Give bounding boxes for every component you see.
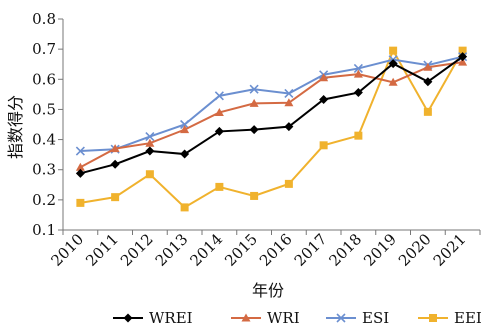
y-tick-label: 0.4 xyxy=(32,131,56,149)
data-point-triangle xyxy=(241,313,251,322)
data-point-diamond xyxy=(214,126,224,136)
data-point-diamond xyxy=(353,88,363,98)
y-tick-label: 0.2 xyxy=(32,191,56,209)
x-marker-stroke xyxy=(145,131,155,142)
data-point-triangle xyxy=(353,69,363,78)
data-point-square xyxy=(319,141,328,150)
data-point-square xyxy=(145,170,154,179)
x-tick-label: 2019 xyxy=(360,230,400,270)
data-point-triangle xyxy=(249,98,259,107)
series-wrei xyxy=(75,52,468,178)
series-wri xyxy=(75,57,468,171)
data-point-square xyxy=(354,131,363,140)
data-point-square xyxy=(429,314,437,322)
data-point-square xyxy=(389,46,398,55)
legend: WREI WRI ESI EEI xyxy=(113,309,482,326)
data-point-triangle xyxy=(214,107,224,116)
x-marker-stroke xyxy=(284,88,294,99)
y-tick-label: 0.1 xyxy=(32,221,56,239)
data-point-diamond xyxy=(75,168,85,178)
legend-item-wrei: WREI xyxy=(113,309,193,326)
x-tick-label: 2018 xyxy=(325,230,365,270)
series-line xyxy=(80,55,464,175)
series-layer xyxy=(75,46,468,212)
data-point-triangle xyxy=(180,125,190,134)
data-point-diamond xyxy=(180,149,190,159)
data-point-triangle xyxy=(145,138,155,147)
data-point-diamond xyxy=(249,125,259,135)
data-point-x xyxy=(284,88,294,99)
x-marker-stroke xyxy=(180,119,190,130)
data-point-triangle xyxy=(110,144,120,153)
x-tick-label: 2020 xyxy=(395,230,435,270)
x-marker-stroke xyxy=(336,313,346,323)
data-point-triangle xyxy=(458,57,468,66)
data-point-x xyxy=(75,146,85,156)
x-tick-label: 2013 xyxy=(152,230,192,270)
series-line xyxy=(79,61,463,169)
x-tick-label: 2012 xyxy=(117,230,157,270)
data-point-diamond xyxy=(284,122,294,132)
y-tick-label: 0.3 xyxy=(32,161,56,179)
data-point-diamond xyxy=(145,146,155,156)
data-point-diamond xyxy=(423,77,433,87)
y-axis-title: 指数得分 xyxy=(6,95,25,159)
x-tick-label: 2014 xyxy=(186,230,226,270)
x-tick-label: 2011 xyxy=(82,230,122,270)
x-tick-label: 2017 xyxy=(291,230,331,270)
x-tick-label: 2016 xyxy=(256,230,296,270)
legend-item-wri: WRI xyxy=(231,309,300,326)
data-point-diamond xyxy=(110,159,120,169)
legend-item-eei: EEI xyxy=(418,309,482,326)
data-point-square xyxy=(250,191,259,200)
x-tick-label: 2021 xyxy=(430,230,470,270)
data-point-square xyxy=(180,203,189,212)
y-tick-label: 0.8 xyxy=(32,10,56,28)
y-tick-label: 0.6 xyxy=(32,70,56,88)
x-axis-title: 年份 xyxy=(252,281,284,300)
data-point-diamond xyxy=(319,94,329,104)
data-point-square xyxy=(458,46,467,55)
data-point-square xyxy=(76,198,85,207)
y-tick-label: 0.5 xyxy=(32,100,56,118)
data-point-square xyxy=(111,193,120,202)
data-point-x xyxy=(214,91,224,101)
legend-label: WRI xyxy=(267,309,300,326)
data-point-x xyxy=(145,131,155,142)
data-point-triangle xyxy=(75,162,85,171)
data-point-x xyxy=(249,84,259,94)
legend-label: WREI xyxy=(149,309,193,326)
y-tick-label: 0.7 xyxy=(32,40,56,58)
data-point-square xyxy=(284,179,293,188)
data-point-triangle xyxy=(423,62,433,71)
data-point-diamond xyxy=(388,59,398,69)
data-point-x xyxy=(180,119,190,130)
x-marker-stroke xyxy=(75,146,85,156)
data-point-diamond xyxy=(123,313,133,323)
legend-label: EEI xyxy=(454,309,482,326)
data-point-diamond xyxy=(458,52,468,62)
x-marker-stroke xyxy=(214,91,224,101)
legend-item-esi: ESI xyxy=(326,309,389,326)
data-point-triangle xyxy=(388,77,398,86)
data-point-square xyxy=(423,107,432,116)
data-point-x xyxy=(353,63,363,73)
axes: 0.10.20.30.40.50.60.70.82010201120122013… xyxy=(32,10,481,270)
data-point-triangle xyxy=(319,73,329,82)
legend-label: ESI xyxy=(362,309,389,326)
data-point-square xyxy=(215,182,224,191)
data-point-x xyxy=(336,313,346,323)
series-line xyxy=(80,55,463,153)
x-marker-stroke xyxy=(353,63,363,73)
x-tick-label: 2015 xyxy=(221,230,261,270)
x-marker-stroke xyxy=(249,84,259,94)
data-point-triangle xyxy=(284,98,294,107)
